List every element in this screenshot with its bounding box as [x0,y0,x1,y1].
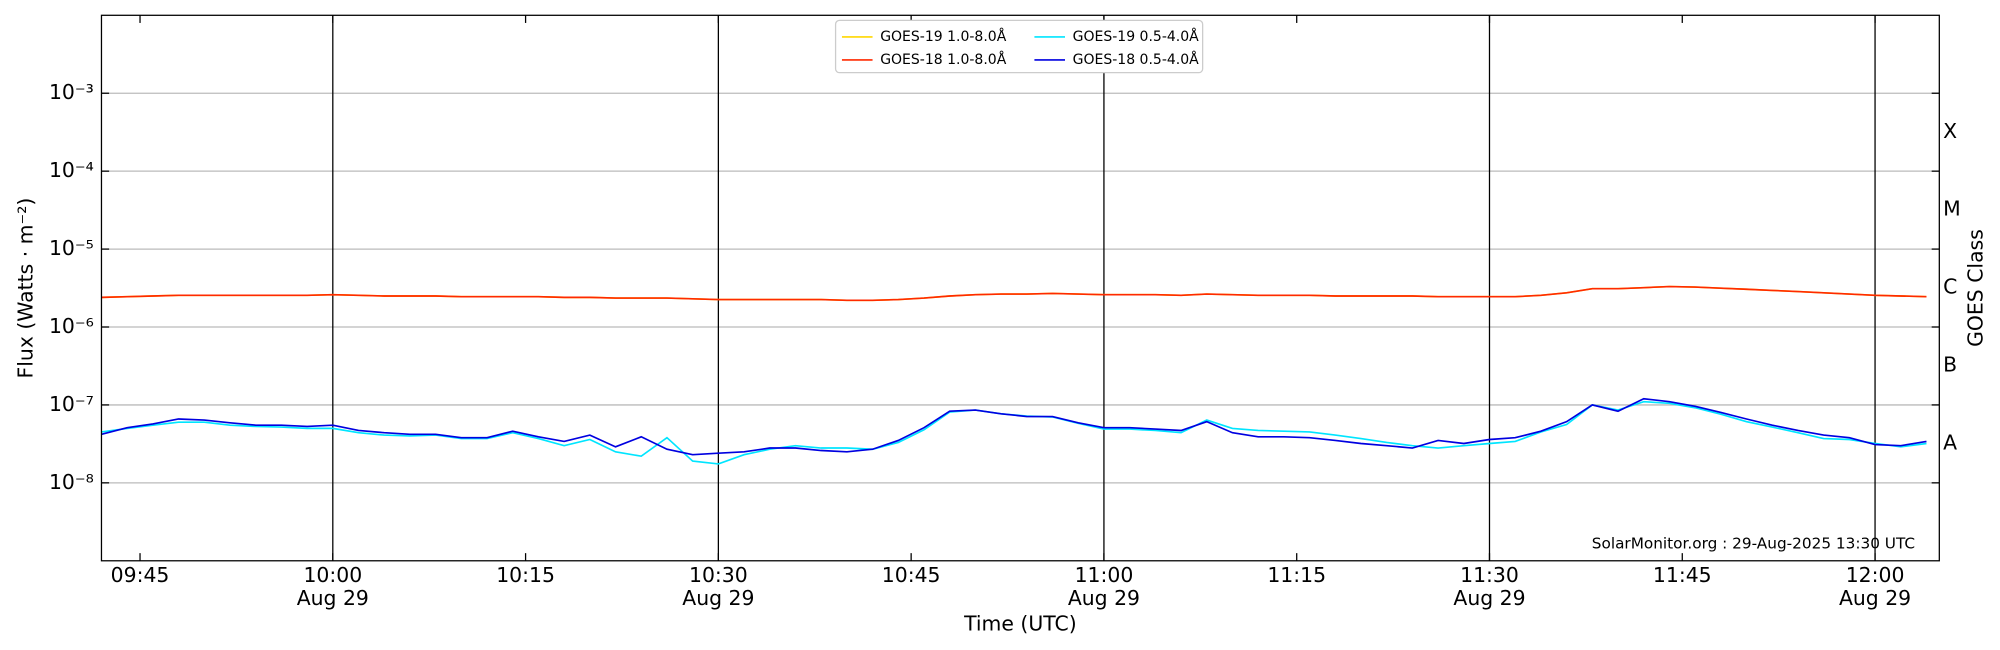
series-line [101,285,1927,302]
x-tick-label: 12:00 [1846,563,1905,587]
x-tick-label: 11:30 [1460,563,1519,587]
legend: GOES-19 1.0-8.0Å GOES-18 1.0-8.0Å GOES-19 … [834,19,1204,74]
series-line [101,397,1927,456]
x-tick-label: 10:30 [689,563,748,587]
plot-area [101,15,1940,561]
y-tick-label: 10⁻³ [49,80,94,104]
y-tick-label: 10⁻⁴ [49,158,94,182]
x-tick-label: 10:45 [882,563,941,587]
plot-frame [100,14,1940,562]
x-tick-label: 10:15 [496,563,555,587]
legend-label: GOES-18 1.0-8.0Å [880,51,1006,68]
y-tick-label: 10⁻⁸ [49,470,94,494]
y-axis-label: Flux (Watts · m⁻²) [13,198,37,379]
annotation: SolarMonitor.org : 29-Aug-2025 13:30 UTC [1592,535,1915,553]
x-tick-label: 09:45 [111,563,170,587]
legend-label: GOES-19 1.0-8.0Å [880,28,1006,45]
x-tick-date: Aug 29 [682,586,754,610]
x-tick-date: Aug 29 [297,586,369,610]
x-tick-label: 10:00 [303,563,362,587]
y-tick-label: 10⁻⁷ [49,392,94,416]
y2-axis-label: GOES Class [1963,229,1987,347]
x-tick-label: 11:00 [1075,563,1134,587]
y2-tick-label: C [1943,275,1957,299]
y-tick-label: 10⁻⁶ [49,314,94,338]
x-tick-date: Aug 29 [1453,586,1525,610]
y2-tick-label: A [1943,430,1957,454]
legend-label: GOES-18 0.5-4.0Å [1073,51,1199,68]
x-axis-label: Time (UTC) [963,612,1077,636]
x-tick-label: 11:45 [1653,563,1712,587]
legend-box [834,19,1204,74]
x-tick-date: Aug 29 [1068,586,1140,610]
x-tick-date: Aug 29 [1839,586,1911,610]
y-tick-label: 10⁻⁵ [49,236,94,260]
y2-tick-label: B [1943,353,1957,377]
y2-tick-label: X [1943,119,1957,143]
x-tick-label: 11:15 [1267,563,1326,587]
legend-label: GOES-19 0.5-4.0Å [1073,28,1199,45]
y2-tick-label: M [1943,197,1961,221]
